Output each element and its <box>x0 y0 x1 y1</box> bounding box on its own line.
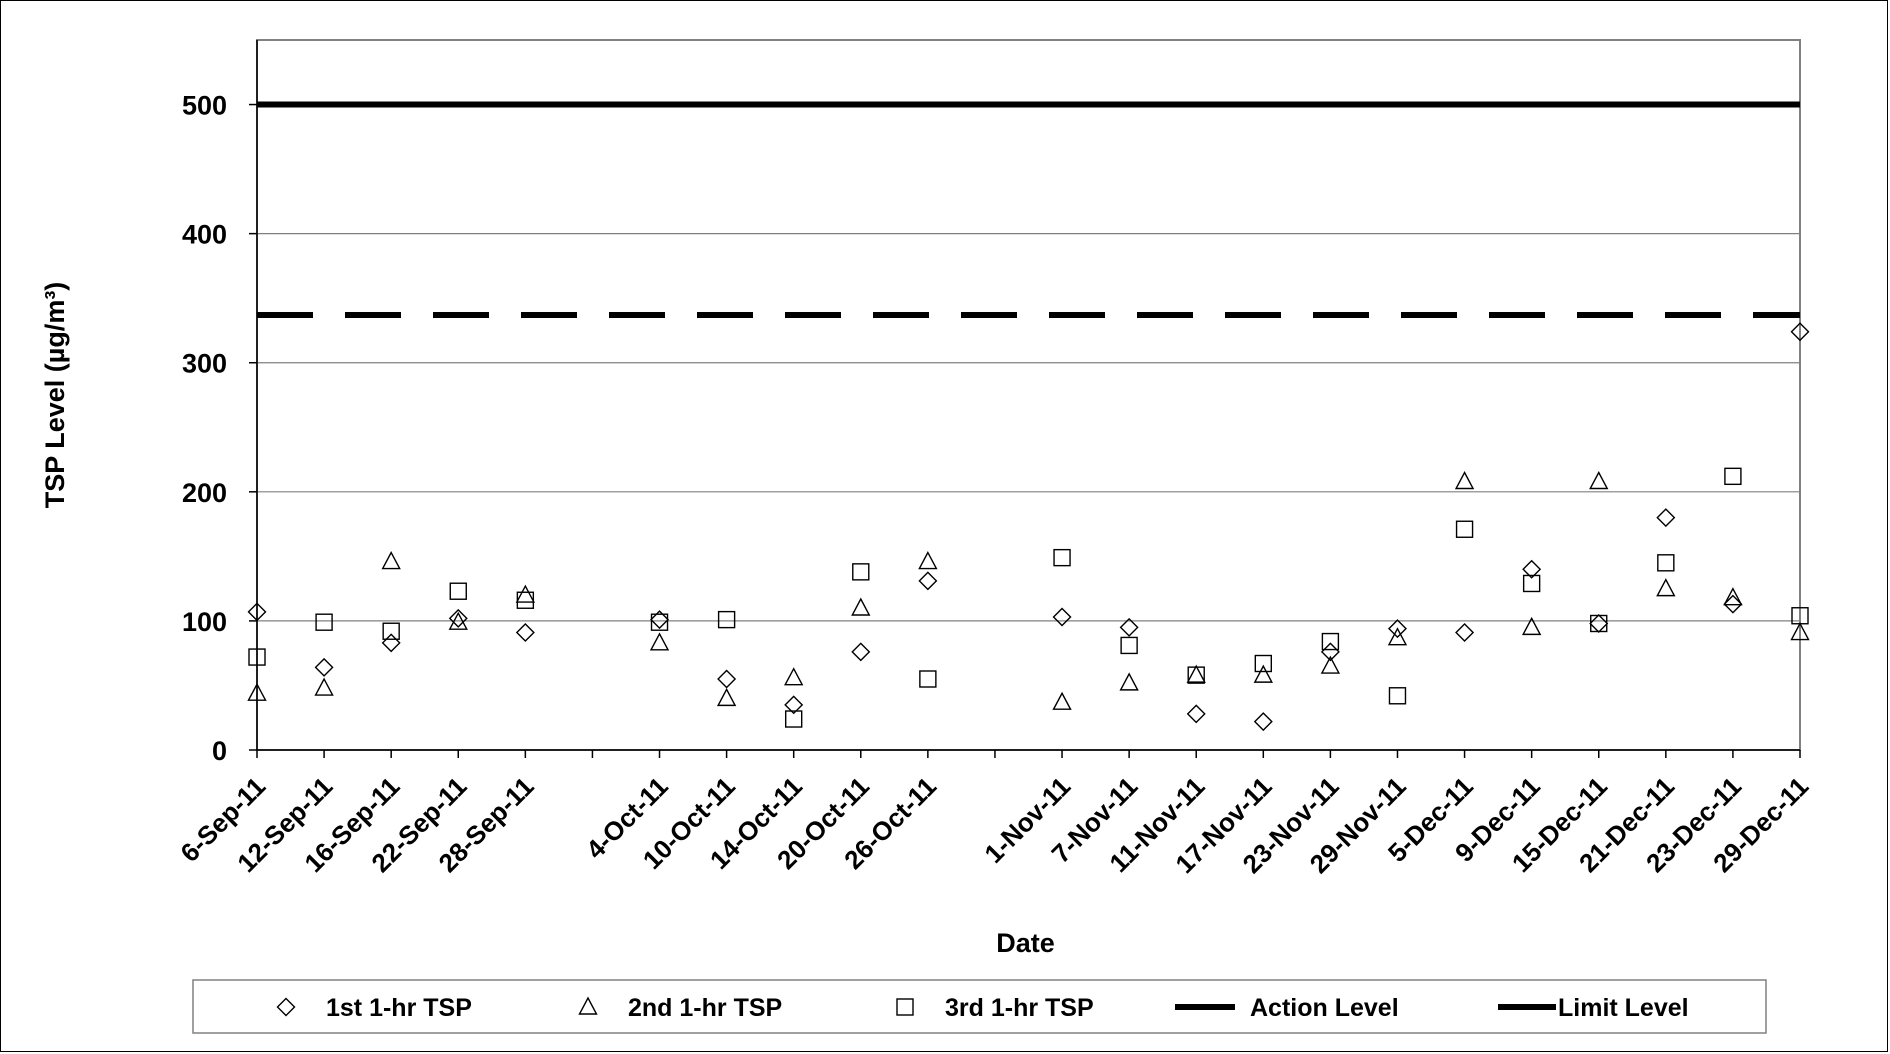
square-data-point <box>1321 632 1340 651</box>
diamond-data-point <box>650 610 670 630</box>
square-data-point <box>382 622 400 640</box>
diamond-data-point <box>717 669 737 689</box>
square-data-point <box>717 610 736 629</box>
reference-lines <box>257 101 1800 318</box>
diamond-data-point <box>1253 712 1273 732</box>
triangle-data-point <box>784 667 804 686</box>
triangle-data-point <box>515 584 536 603</box>
y-tick-label: 500 <box>182 91 227 121</box>
diamond-data-point <box>1656 508 1676 528</box>
triangle-data-point <box>1454 470 1475 490</box>
triangle-data-point <box>1387 627 1408 646</box>
triangle-data-point <box>314 677 334 696</box>
square-data-point <box>784 710 803 728</box>
diamond-data-point <box>851 642 871 662</box>
triangle-data-point <box>247 682 267 701</box>
diamond-data-point <box>1589 614 1609 633</box>
y-tick-label: 300 <box>182 349 227 379</box>
square-data-point <box>1053 548 1071 567</box>
legend-label: Limit Level <box>1558 994 1689 1022</box>
square-data-point <box>919 670 937 688</box>
legend-label: Action Level <box>1250 994 1399 1022</box>
triangle-data-point <box>1723 587 1743 606</box>
triangle-data-point <box>1052 691 1072 710</box>
diamond-data-point <box>1455 623 1475 643</box>
triangle-data-point <box>1790 622 1810 641</box>
triangle-data-point <box>448 611 468 630</box>
triangle-data-point <box>1119 672 1139 691</box>
y-tick-label: 200 <box>182 478 227 508</box>
square-data-point <box>1724 467 1742 486</box>
legend-label: 3rd 1-hr TSP <box>945 994 1094 1022</box>
legend-square-marker <box>896 998 914 1016</box>
square-data-point <box>1388 687 1407 705</box>
legend-triangle-marker <box>578 996 598 1015</box>
square-data-point <box>449 582 467 600</box>
diamond-data-point <box>448 608 468 628</box>
diamond-data-point <box>515 623 535 643</box>
data-points <box>247 322 1810 732</box>
diamond-data-point <box>1119 617 1139 637</box>
plot-area <box>256 39 1801 751</box>
square-data-point <box>1254 654 1273 673</box>
diamond-data-point <box>381 633 401 653</box>
y-tick-label: 400 <box>182 220 227 250</box>
square-data-point <box>650 613 669 631</box>
square-data-point <box>315 613 333 631</box>
square-data-point <box>248 648 266 666</box>
diamond-data-point <box>1790 322 1810 342</box>
triangle-data-point <box>381 551 401 570</box>
gridlines <box>257 103 1800 622</box>
triangle-data-point <box>1320 655 1341 674</box>
triangle-data-point <box>1589 470 1609 490</box>
legend-label: 2nd 1-hr TSP <box>628 994 782 1022</box>
legend-diamond-marker <box>276 997 296 1017</box>
diamond-data-point <box>314 657 334 677</box>
triangle-data-point <box>649 632 670 651</box>
diamond-data-point <box>1186 704 1206 724</box>
y-axis-title: TSP Level (µg/m³) <box>40 282 70 509</box>
diamond-data-point <box>1387 619 1407 639</box>
square-data-point <box>1120 636 1138 655</box>
y-axis: 0 100 200 300 400 500 <box>182 40 258 766</box>
triangle-data-point <box>1253 664 1273 683</box>
square-data-point <box>1455 520 1474 538</box>
diamond-data-point <box>918 571 938 591</box>
diamond-data-point <box>1723 594 1743 614</box>
triangle-data-point <box>1656 578 1676 597</box>
triangle-data-point <box>716 687 737 707</box>
square-data-point <box>1187 666 1205 684</box>
square-data-point <box>1522 574 1541 593</box>
triangle-data-point <box>1521 616 1542 636</box>
diamond-data-point <box>247 602 267 622</box>
y-tick-label: 100 <box>182 607 227 637</box>
square-data-point <box>852 563 870 581</box>
triangle-data-point <box>918 551 938 570</box>
x-axis-title: Date <box>996 928 1055 958</box>
square-data-point <box>1590 614 1608 633</box>
diamond-data-point <box>1522 559 1542 579</box>
square-data-point <box>1791 607 1809 625</box>
diamond-data-point <box>784 695 804 715</box>
legend-label: 1st 1-hr TSP <box>326 994 472 1022</box>
square-data-point <box>1657 554 1675 572</box>
legend: 1st 1-hr TSP 2nd 1-hr TSP 3rd 1-hr TSP Acti… <box>192 979 1767 1034</box>
triangle-data-point <box>851 597 871 616</box>
x-axis: 6-Sep-1112-Sep-1116-Sep-1122-Sep-1128-Se… <box>174 749 1814 879</box>
triangle-data-point <box>1186 664 1206 683</box>
diamond-data-point <box>1052 607 1072 627</box>
y-tick-label: 0 <box>212 736 227 766</box>
square-data-point <box>516 591 535 609</box>
